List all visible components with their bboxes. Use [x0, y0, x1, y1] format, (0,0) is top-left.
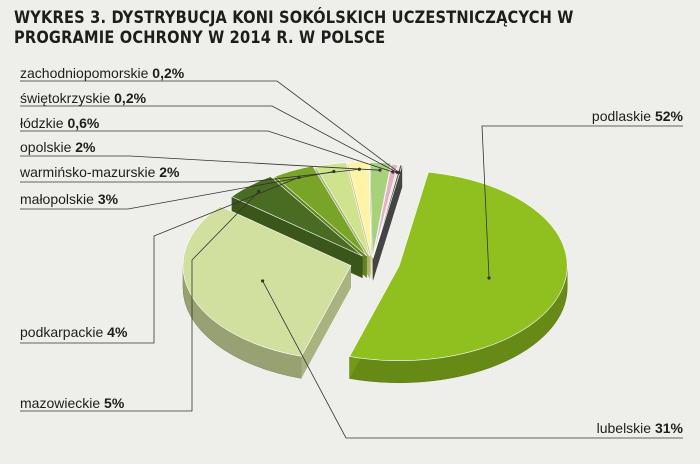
- slice-label-value-5: 2%: [159, 164, 180, 180]
- slice-label-value-4: 3%: [98, 191, 119, 207]
- leader-line-0: [481, 125, 683, 279]
- slice-label-1: lubelskie 31%: [597, 420, 684, 436]
- slice-label-3: podkarpackie 4%: [20, 324, 128, 340]
- slice-label-name-1: lubelskie: [597, 420, 655, 436]
- leader-line-9: [20, 80, 400, 173]
- pie-slice-0: [349, 171, 568, 383]
- leader-line-4: [20, 171, 334, 210]
- leader-line-1: [262, 280, 683, 439]
- pie-slice-1: [182, 205, 352, 379]
- slice-label-0: podlaskie 52%: [592, 108, 684, 124]
- slice-label-name-2: mazowieckie: [20, 395, 104, 411]
- slice-label-7: łódzkie 0,6%: [20, 115, 100, 131]
- slice-label-value-3: 4%: [107, 324, 128, 340]
- slice-label-value-2: 5%: [104, 395, 125, 411]
- leader-dot-9: [397, 170, 401, 175]
- leader-dot-6: [378, 168, 382, 172]
- slice-label-name-6: opolskie: [20, 139, 75, 155]
- slice-label-value-0: 52%: [655, 108, 684, 124]
- leader-dot-1: [260, 279, 265, 283]
- leader-lines: podlaskie 52% lubelskie 31% mazowieckie 5%…: [19, 65, 684, 439]
- leader-line-3: [20, 176, 300, 344]
- slice-label-9: zachodniopomorskie 0,2%: [20, 65, 185, 81]
- slice-label-5: warmińsko-mazurskie 2%: [19, 164, 180, 180]
- leader-dot-2: [257, 189, 261, 193]
- leader-line-2: [20, 191, 260, 412]
- leader-line-5: [20, 168, 360, 183]
- slice-label-name-8: świętokrzyskie: [20, 90, 114, 106]
- pie-slice-9: [372, 164, 403, 281]
- slice-label-2: mazowieckie 5%: [20, 395, 125, 411]
- slice-label-name-5: warmińsko-mazurskie: [19, 164, 159, 180]
- slice-label-value-6: 2%: [75, 139, 96, 155]
- slice-label-value-7: 0,6%: [67, 115, 99, 131]
- slice-label-4: małopolskie 3%: [20, 191, 119, 207]
- slice-label-value-1: 31%: [655, 420, 684, 436]
- leader-dot-7: [391, 170, 395, 174]
- slice-label-name-0: podlaskie: [592, 108, 655, 124]
- slice-label-name-9: zachodniopomorskie: [20, 65, 152, 81]
- leader-line-7: [20, 130, 394, 173]
- leader-line-8: [20, 105, 398, 173]
- slice-label-value-9: 0,2%: [152, 65, 184, 81]
- slice-label-name-3: podkarpackie: [20, 324, 107, 340]
- slice-label-value-8: 0,2%: [114, 90, 146, 106]
- leader-line-6: [20, 155, 380, 171]
- slice-label-8: świętokrzyskie 0,2%: [20, 90, 147, 106]
- chart-title: WYKRES 3. DYSTRYBUCJA KONI SOKÓLSKICH UC…: [14, 8, 574, 48]
- slice-label-6: opolskie 2%: [20, 139, 96, 155]
- leader-dot-0: [487, 276, 491, 280]
- slice-label-name-4: małopolskie: [20, 191, 98, 207]
- slice-label-name-7: łódzkie: [20, 115, 67, 131]
